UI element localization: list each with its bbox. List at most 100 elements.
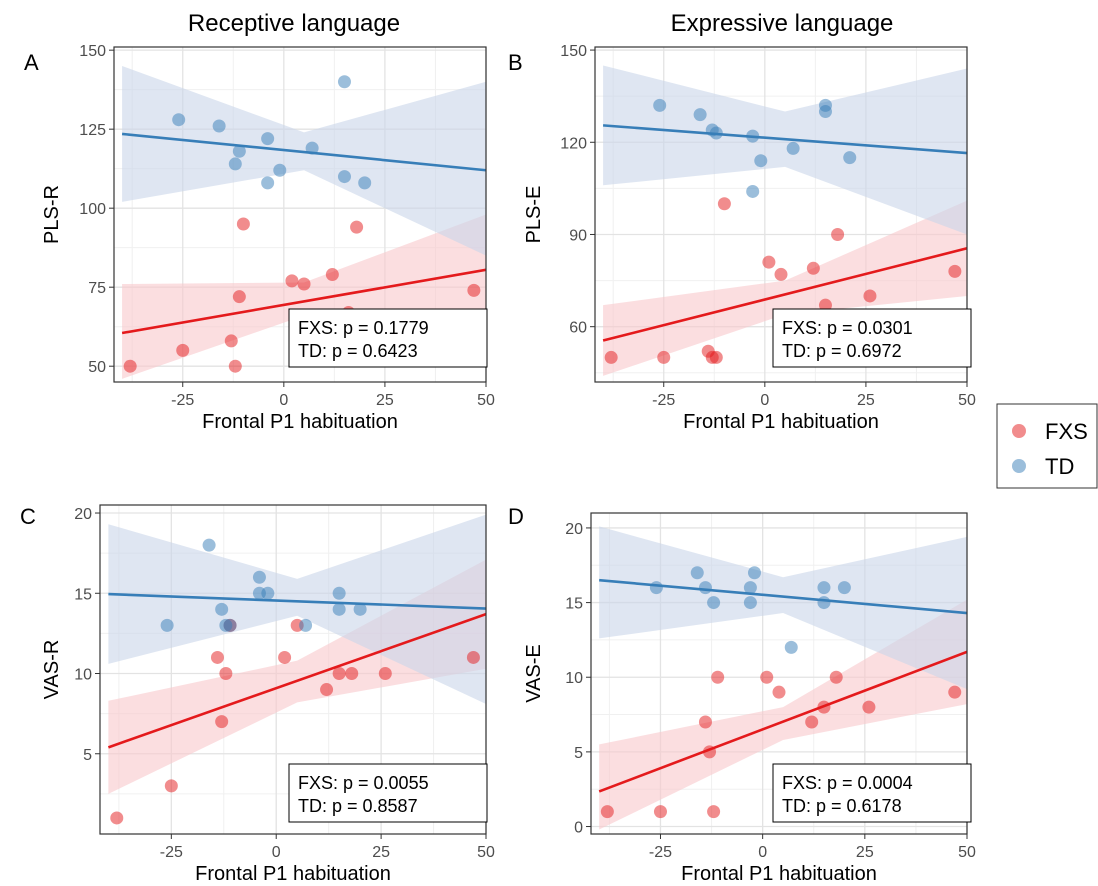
x-tick-label: 50: [477, 392, 495, 409]
y-tick-label: 75: [88, 280, 106, 297]
legend-key-td: [1012, 459, 1026, 473]
data-point-td: [332, 586, 346, 600]
x-tick-label: 50: [958, 392, 976, 409]
y-axis-label: VAS-R: [41, 640, 63, 700]
y-tick-label: 90: [569, 227, 587, 244]
regression-line-fxs: [598, 650, 967, 793]
x-tick-label: -25: [160, 844, 183, 861]
x-tick-label: 0: [760, 392, 769, 409]
panel-a: -25 0 25 50 50 75 100 125 150 FXS: p = 0.1779 TD: …: [24, 43, 495, 433]
x-tick-label: 25: [856, 844, 874, 861]
data-point-fxs: [466, 650, 480, 664]
x-tick-label: 25: [857, 392, 875, 409]
p-value-box: [772, 308, 972, 368]
confidence-band-td: [603, 65, 967, 235]
data-point-fxs: [760, 670, 774, 684]
data-point-fxs: [818, 298, 832, 312]
data-point-td: [698, 581, 712, 595]
data-point-td: [337, 75, 351, 89]
data-point-fxs: [805, 715, 819, 729]
y-tick-label: 60: [569, 320, 587, 337]
data-point-fxs: [862, 700, 876, 714]
y-tick-label: 10: [74, 667, 92, 684]
panel-b: -25 0 25 50 60 90 120 150 FXS: p = 0.0301 TD: p =…: [508, 43, 976, 433]
data-point-td: [786, 141, 800, 155]
data-point-fxs: [762, 255, 776, 269]
y-tick-label: 15: [74, 586, 92, 603]
data-point-fxs: [210, 650, 224, 664]
y-axis-label: PLS-R: [41, 185, 63, 244]
p-value-td: TD: p = 0.6423: [298, 341, 418, 361]
regression-line-td: [108, 592, 486, 610]
regression-line-fxs: [121, 268, 486, 335]
data-point-fxs: [215, 715, 229, 729]
y-tick-label: 50: [88, 359, 106, 376]
data-point-td: [261, 132, 275, 146]
p-value-box: [288, 308, 488, 368]
data-point-fxs: [831, 227, 845, 241]
data-point-td: [837, 581, 851, 595]
p-value-box: [288, 763, 488, 823]
data-point-td: [818, 105, 832, 119]
data-point-fxs: [350, 220, 364, 234]
panel-c: -25 0 25 50 5 10 15 20 FXS: p = 0.0055 TD: p = 0.…: [20, 504, 495, 885]
data-point-fxs: [378, 667, 392, 681]
column-title-receptive: Receptive language: [188, 10, 400, 37]
data-point-fxs: [110, 811, 124, 825]
y-tick-label: 10: [565, 670, 583, 687]
data-point-fxs: [707, 805, 721, 819]
y-tick-label: 5: [83, 747, 92, 764]
panel-border: [594, 46, 968, 383]
data-point-td: [299, 618, 313, 632]
data-point-td: [228, 157, 242, 171]
panel-letter: D: [508, 504, 524, 529]
legend: FXS TD: [996, 403, 1098, 489]
plot-area: [598, 526, 967, 830]
data-point-fxs: [657, 350, 671, 364]
p-value-box: [772, 763, 972, 823]
data-point-fxs: [698, 715, 712, 729]
confidence-band-fxs: [122, 214, 486, 379]
confidence-band-td: [122, 65, 486, 256]
legend-label-fxs: FXS: [1045, 419, 1088, 444]
y-tick-label: 100: [79, 201, 106, 218]
x-tick-label: -25: [171, 392, 194, 409]
regression-line-fxs: [602, 247, 967, 342]
panel-letter: C: [20, 504, 36, 529]
p-value-fxs: FXS: p = 0.0004: [782, 773, 913, 793]
data-point-td: [273, 163, 287, 177]
data-point-td: [353, 602, 367, 616]
regression-line-td: [599, 578, 967, 615]
data-point-fxs: [176, 343, 190, 357]
data-point-fxs: [325, 268, 339, 282]
data-point-fxs: [224, 334, 238, 348]
y-tick-label: 0: [574, 820, 583, 837]
data-point-fxs: [467, 283, 481, 297]
plot-area: [121, 65, 486, 379]
data-point-fxs: [123, 359, 137, 373]
data-point-td: [358, 176, 372, 190]
data-point-fxs: [772, 685, 786, 699]
x-tick-label: 50: [958, 844, 976, 861]
y-tick-label: 20: [565, 521, 583, 538]
data-point-fxs: [948, 264, 962, 278]
data-point-td: [223, 618, 237, 632]
x-axis-label: Frontal P1 habituation: [681, 863, 877, 885]
regression-line-td: [602, 124, 967, 155]
data-point-fxs: [345, 667, 359, 681]
data-point-td: [784, 640, 798, 654]
data-point-fxs: [297, 277, 311, 291]
data-point-fxs: [948, 685, 962, 699]
y-axis-label: PLS-E: [523, 186, 545, 244]
x-tick-label: 50: [477, 844, 495, 861]
legend-box: [996, 403, 1098, 489]
panel-border: [113, 46, 487, 383]
y-tick-label: 120: [560, 135, 587, 152]
data-point-td: [172, 113, 186, 127]
confidence-band-fxs: [603, 200, 967, 376]
regression-line-fxs: [107, 612, 486, 749]
data-point-fxs: [332, 667, 346, 681]
data-point-td: [743, 596, 757, 610]
